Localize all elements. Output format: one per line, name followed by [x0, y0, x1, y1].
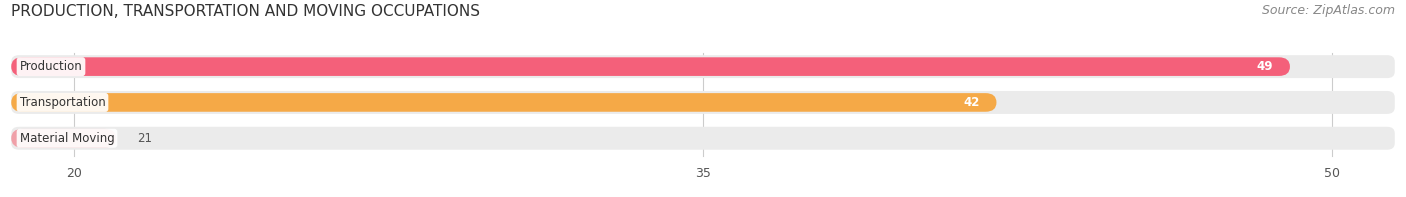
- Text: Production: Production: [20, 60, 83, 73]
- FancyBboxPatch shape: [11, 127, 1395, 150]
- FancyBboxPatch shape: [11, 57, 1289, 76]
- Text: PRODUCTION, TRANSPORTATION AND MOVING OCCUPATIONS: PRODUCTION, TRANSPORTATION AND MOVING OC…: [11, 4, 481, 19]
- Text: Transportation: Transportation: [20, 96, 105, 109]
- Text: 49: 49: [1257, 60, 1274, 73]
- FancyBboxPatch shape: [11, 91, 1395, 114]
- Text: Source: ZipAtlas.com: Source: ZipAtlas.com: [1261, 4, 1395, 17]
- FancyBboxPatch shape: [11, 55, 1395, 78]
- Text: 21: 21: [136, 132, 152, 145]
- Text: Material Moving: Material Moving: [20, 132, 114, 145]
- FancyBboxPatch shape: [11, 129, 117, 148]
- Text: 42: 42: [963, 96, 980, 109]
- FancyBboxPatch shape: [11, 93, 997, 112]
